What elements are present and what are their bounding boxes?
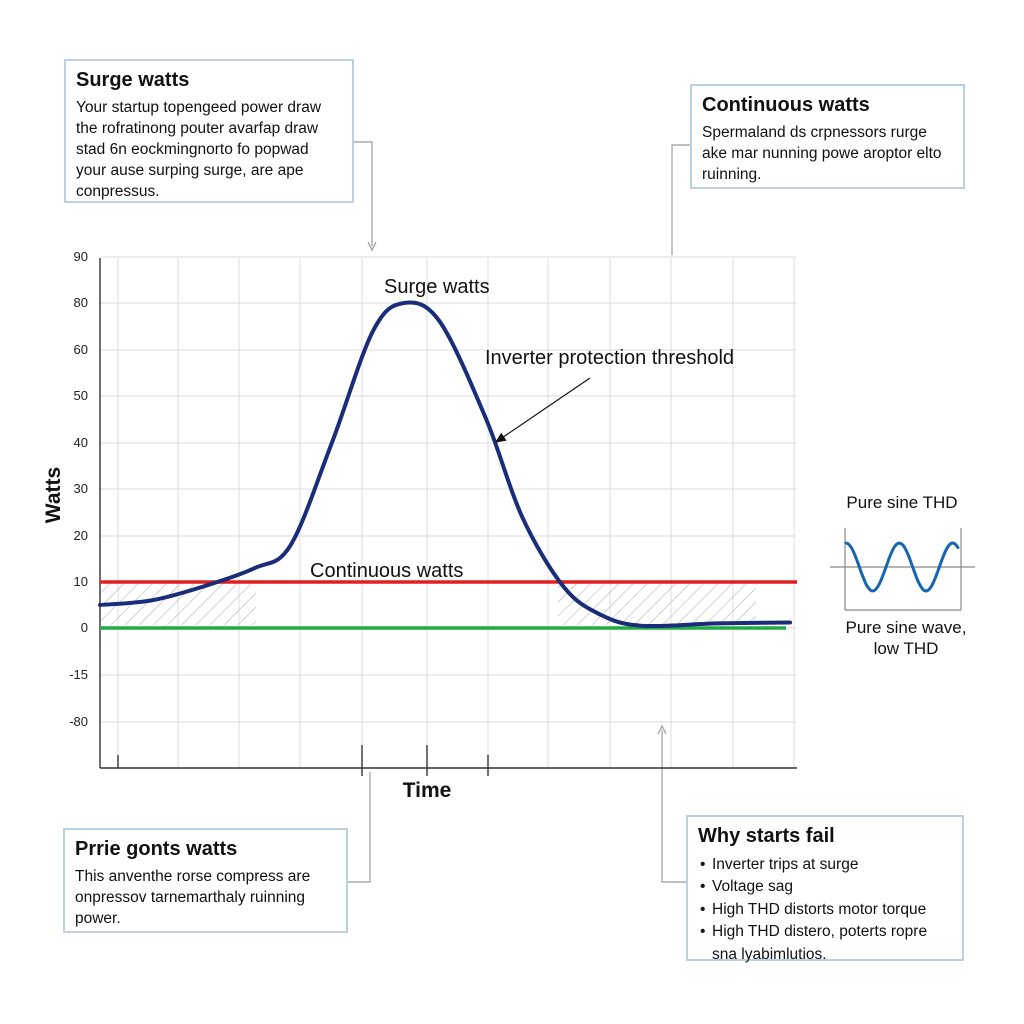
connector-why-fail xyxy=(661,730,686,883)
y-axis-title: Watts xyxy=(42,467,65,523)
threshold-arrow xyxy=(495,377,591,443)
y-tick-label: 10 xyxy=(74,574,88,589)
y-tick-label: 60 xyxy=(74,342,88,357)
surge-watts-callout-body: Your startup topengeed power draw the ro… xyxy=(76,99,322,200)
connector-running xyxy=(348,772,371,883)
y-tick-label: -80 xyxy=(69,714,88,729)
x-axis-ticks xyxy=(117,745,489,776)
why-starts-fail-title: Why starts fail xyxy=(698,825,835,847)
y-tick-label: 40 xyxy=(74,435,88,450)
connector-continuous xyxy=(671,144,690,255)
peak-label: Surge watts xyxy=(384,276,490,298)
y-tick-label: 20 xyxy=(74,528,88,543)
surge-watts-callout-title: Surge watts xyxy=(76,69,190,91)
power-draw-curve xyxy=(98,300,793,629)
connector-surge xyxy=(354,141,373,246)
y-tick-label: 90 xyxy=(74,249,88,264)
thd-inset-caption-line1: Pure sine wave, xyxy=(846,618,967,637)
y-tick-label: 80 xyxy=(74,295,88,310)
y-tick-label: 30 xyxy=(74,481,88,496)
sine-wave-icon xyxy=(844,541,960,593)
running-watts-callout-body: This anventhe rorse compress are onpress… xyxy=(75,868,311,927)
running-watts-callout-title: Prrie gonts watts xyxy=(75,838,238,860)
x-axis-title: Time xyxy=(403,779,452,802)
continuous-watts-line-label: Continuous watts xyxy=(310,560,463,582)
thd-inset-title: Pure sine THD xyxy=(846,493,957,512)
connector-surge-arrow xyxy=(367,241,377,252)
continuous-watts-callout: Continuous watts Spermaland ds crpnessor… xyxy=(690,84,965,189)
chart-grid xyxy=(100,256,797,768)
why-starts-fail-item: Voltage sag xyxy=(700,876,952,899)
y-tick-label: 0 xyxy=(81,620,88,635)
why-starts-fail-item: High THD distorts motor torque xyxy=(700,899,952,922)
y-axis-ticks: 90 80 60 50 40 30 20 10 0 -15 -80 xyxy=(69,249,88,729)
thd-inset: Pure sine THD Pure sine wave, low THD xyxy=(830,493,975,658)
thd-inset-caption-line2: low THD xyxy=(874,639,939,658)
hatched-region-1 xyxy=(558,582,756,625)
threshold-label: Inverter protection threshold xyxy=(485,347,734,369)
y-tick-label: -15 xyxy=(69,667,88,682)
why-starts-fail-item: Inverter trips at surge xyxy=(700,854,952,877)
connector-why-fail-arrow xyxy=(657,724,667,735)
why-starts-fail-item: High THD distero, poterts ropre sna lyab… xyxy=(700,921,952,966)
running-watts-callout: Prrie gonts watts This anventhe rorse co… xyxy=(63,828,348,933)
y-tick-label: 50 xyxy=(74,388,88,403)
hatched-regions xyxy=(100,582,756,625)
why-starts-fail-callout: Why starts fail Inverter trips at surge … xyxy=(686,815,964,963)
surge-watts-callout: Surge watts Your startup topengeed power… xyxy=(64,59,354,203)
callout-connectors xyxy=(348,141,690,883)
continuous-watts-callout-body: Spermaland ds crpnessors rurge ake mar n… xyxy=(702,124,942,183)
continuous-watts-callout-title: Continuous watts xyxy=(702,94,870,116)
why-starts-fail-list: Inverter trips at surge Voltage sag High… xyxy=(698,854,952,966)
